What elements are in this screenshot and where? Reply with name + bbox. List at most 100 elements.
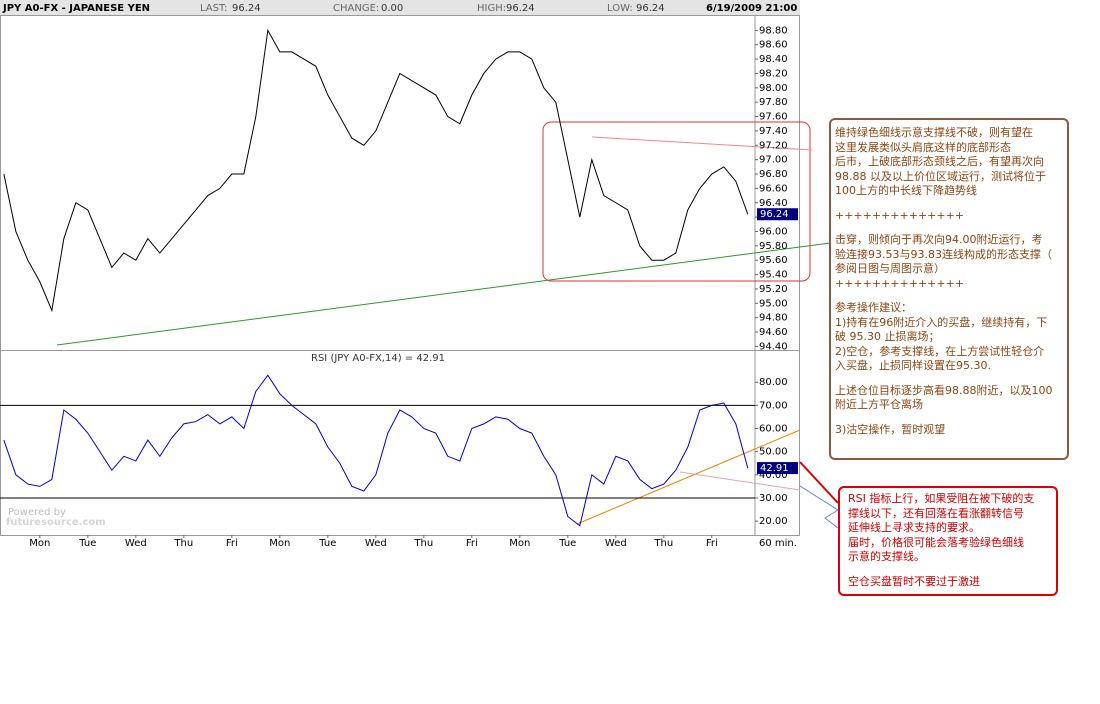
y-tick-label: 97.00 <box>759 155 788 166</box>
y-tick-label: 50.00 <box>759 447 788 458</box>
note-line: 附近上方平仓离场 <box>835 398 923 411</box>
note-line: 后市，上破底部形态颈线之后，有望再次向 <box>835 155 1044 168</box>
paragraph: 空仓买盘暂时不要过于激进 <box>848 575 1048 590</box>
y-tick-label: 97.80 <box>759 97 788 108</box>
note-line: 撑线以下，还有回落在看涨翻转信号 <box>848 506 1024 520</box>
header-value: 96.24 <box>506 3 535 14</box>
header-label: CHANGE: <box>333 3 379 14</box>
note-line: RSI 指标上行，如果受阻在被下破的支 <box>848 492 1035 505</box>
paragraph: RSI 指标上行，如果受阻在被下破的支 撑线以下，还有回落在看涨翻转信号 延伸线上寻… <box>848 492 1048 565</box>
x-tick-label: Thu <box>413 538 433 549</box>
x-tick-label: Wed <box>125 538 147 549</box>
x-tick-label: Tue <box>318 538 336 549</box>
x-tick-label: Mon <box>269 538 290 549</box>
note-line: ++++++++++++++ <box>835 276 965 290</box>
callout-line <box>799 461 839 504</box>
x-tick-label: Fri <box>226 538 238 549</box>
y-tick-label: 97.40 <box>759 126 788 137</box>
note-line: 参阅日图与周图示意） <box>835 262 945 275</box>
y-tick-label: 96.80 <box>759 169 788 180</box>
paragraph: 维持绿色细线示意支撑线不破，则有望在 这里发展类似头肩底这样的底部形态 后市，上破底… <box>835 126 1063 199</box>
y-tick-label: 98.20 <box>759 68 788 79</box>
note-line: 届时，价格很可能会落考验绿色细线 <box>848 535 1024 549</box>
header-label: LAST: <box>200 3 227 14</box>
note-line: 这里发展类似头肩底这样的底部形态 <box>835 140 1011 154</box>
y-tick-label: 70.00 <box>759 400 788 411</box>
note-line: 1)持有在96附近介入的买盘，继续持有，下 <box>835 315 1048 329</box>
header-bar <box>0 0 800 15</box>
y-tick-label: 95.60 <box>759 255 788 266</box>
y-tick-label: 20.00 <box>759 516 788 527</box>
x-tick-label: Mon <box>29 538 50 549</box>
y-tick-label: 98.00 <box>759 83 788 94</box>
note-line: 验连接93.53与93.83连线构成的形态支撑（ <box>835 247 1052 261</box>
note-line: 2)空仓，参考支撑线，在上方尝试性轻仓介 <box>835 344 1045 358</box>
paragraph: 参考操作建议： 1)持有在96附近介入的买盘，继续持有，下破 95.30 止损离场… <box>835 301 1063 374</box>
neckline <box>591 136 813 151</box>
note-line: 空仓买盘暂时不要过于激进 <box>848 574 980 588</box>
rsi-pane <box>0 350 800 536</box>
y-tick-label: 95.80 <box>759 241 788 252</box>
series-line <box>3 28 749 313</box>
y-tick-label: 96.40 <box>759 198 788 209</box>
note-line: 3)沽空操作，暂时观望 <box>835 422 946 436</box>
header-datetime: 6/19/2009 21:00 <box>706 3 797 14</box>
y-tick-label: 60.00 <box>759 424 788 435</box>
watermark-small: Powered by <box>8 507 66 518</box>
y-tick-label: 97.60 <box>759 112 788 123</box>
y-tick-label: 40.00 <box>759 470 788 481</box>
current-marker <box>757 208 798 221</box>
x-tick-label: Thu <box>173 538 193 549</box>
y-tick-label: 98.40 <box>759 54 788 65</box>
interval-label: 60 min. <box>759 538 797 549</box>
x-tick-label: Wed <box>365 538 387 549</box>
paragraph: 3)沽空操作，暂时观望 <box>835 423 1063 438</box>
x-tick-label: Fri <box>706 538 718 549</box>
price-pane <box>0 15 800 351</box>
main-note: 维持绿色细线示意支撑线不破，则有望在 这里发展类似头肩底这样的底部形态 后市，上破底… <box>829 118 1069 460</box>
y-tick-label: 98.80 <box>759 25 788 36</box>
x-tick-label: Tue <box>558 538 576 549</box>
x-tick-label: Wed <box>605 538 627 549</box>
rsi-signal-line <box>679 471 801 491</box>
paragraph: ++++++++++++++ <box>835 209 1063 224</box>
y-tick-label: 96.00 <box>759 226 788 237</box>
note-line: 上述仓位目标逐步高看98.88附近，以及100 <box>835 383 1053 397</box>
current-marker <box>757 462 798 475</box>
rsi-title: RSI (JPY A0-FX,14) = 42.91 <box>311 353 445 364</box>
y-tick-label: 96.60 <box>759 183 788 194</box>
header-value: 96.24 <box>636 3 665 14</box>
note-line: ++++++++++++++ <box>835 208 965 222</box>
y-tick-label: 95.40 <box>759 270 788 281</box>
note-line: 延伸线上寻求支持的要求。 <box>848 521 980 534</box>
x-tick-label: Mon <box>509 538 530 549</box>
note-line: 示意的支撑线。 <box>848 550 925 563</box>
support-line <box>56 242 831 346</box>
x-tick-label: Fri <box>466 538 478 549</box>
x-tick-label: Thu <box>653 538 673 549</box>
y-tick-label: 97.20 <box>759 140 788 151</box>
x-tick-label: Tue <box>78 538 96 549</box>
annotation-box <box>542 121 811 282</box>
current-label: 42.91 <box>760 463 789 474</box>
header-label: LOW: <box>607 3 633 14</box>
header-symbol: JPY A0-FX - JAPANESE YEN <box>2 3 150 14</box>
y-tick-label: 95.20 <box>759 284 788 295</box>
paragraph: 上述仓位目标逐步高看98.88附近，以及100 附近上方平仓离场 <box>835 384 1063 413</box>
note-line: 击穿，则倾向于再次向94.00附近运行，考 <box>835 233 1043 246</box>
y-tick-label: 98.60 <box>759 40 788 51</box>
rsi-note: RSI 指标上行，如果受阻在被下破的支 撑线以下，还有回落在看涨翻转信号 延伸线上寻… <box>838 486 1058 596</box>
paragraph: 击穿，则倾向于再次向94.00附近运行，考 验连接93.53与93.83连线构成的… <box>835 233 1063 291</box>
y-tick-label: 30.00 <box>759 493 788 504</box>
header-value: 0.00 <box>381 3 403 14</box>
y-tick-label: 94.40 <box>759 341 788 352</box>
y-tick-label: 94.80 <box>759 313 788 324</box>
rsi-trend-line <box>576 429 801 525</box>
watermark: futuresource.com <box>6 517 106 528</box>
note-line: 100上方的中长线下降趋势线 <box>835 184 977 197</box>
note-line: 破 95.30 止损离场； <box>835 330 940 343</box>
note-line: 参考操作建议： <box>835 301 912 314</box>
y-tick-label: 94.60 <box>759 327 788 338</box>
